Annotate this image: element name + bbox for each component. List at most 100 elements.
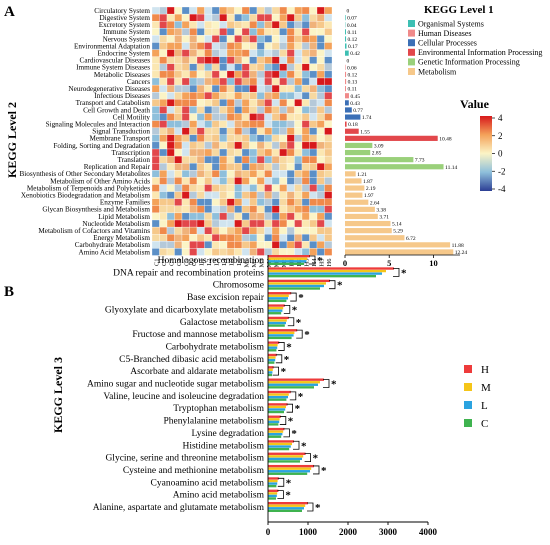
heatmap-cell (190, 156, 198, 163)
heatmap-cell (302, 99, 310, 106)
heatmap-cell (175, 199, 183, 206)
heatmap-cell (242, 92, 250, 99)
heatmap-cell (190, 99, 198, 106)
heatmap-cell (220, 234, 228, 241)
heatmap-cell (212, 135, 220, 142)
heatmap-cell (227, 170, 235, 177)
level3-bar (268, 445, 291, 447)
heatmap-cell (317, 220, 325, 227)
heatmap-cell (250, 43, 258, 50)
heatmap-cell (212, 192, 220, 199)
heatmap-cell (235, 128, 243, 135)
level3-category-label: Histidine metabolism (182, 441, 264, 451)
level3-bar (268, 510, 302, 512)
level2-bar-value: 2.19 (366, 186, 376, 192)
heatmap-cell (250, 213, 258, 220)
heatmap-cell (175, 78, 183, 85)
heatmap-cell (227, 21, 235, 28)
heatmap-cell (160, 220, 168, 227)
heatmap-cell (160, 248, 168, 255)
heatmap-cell (310, 64, 318, 71)
level3-bar (268, 480, 278, 482)
heatmap-cell (175, 213, 183, 220)
level3-category-label: Chromosome (213, 281, 264, 291)
heatmap-cell (287, 156, 295, 163)
heatmap-cell (242, 206, 250, 213)
heatmap-cell (212, 185, 220, 192)
level3-bar (268, 356, 276, 358)
heatmap-cell (302, 121, 310, 128)
level2-bar (345, 79, 346, 84)
level3-bar (268, 477, 279, 479)
heatmap-cell (190, 7, 198, 14)
kegg-level1-swatch (408, 49, 415, 56)
level3-bar (268, 374, 272, 376)
heatmap-cell (295, 85, 303, 92)
heatmap-cell (190, 149, 198, 156)
heatmap-cell (317, 213, 325, 220)
heatmap-cell (167, 57, 175, 64)
level2-bar-tick-label: 10 (429, 258, 438, 268)
heatmap-cell (325, 135, 333, 142)
heatmap-cell (272, 199, 280, 206)
heatmap-cell (190, 177, 198, 184)
kegg-level1-swatch (408, 68, 415, 75)
heatmap-cell (325, 170, 333, 177)
heatmap-cell (295, 92, 303, 99)
heatmap-cell (220, 106, 228, 113)
heatmap-cell (190, 92, 198, 99)
level2-bar-value: 0.13 (348, 80, 358, 86)
heatmap-cell (287, 192, 295, 199)
heatmap-cell (317, 57, 325, 64)
heatmap-cell (175, 206, 183, 213)
heatmap-cell (190, 192, 198, 199)
heatmap-cell (220, 64, 228, 71)
heatmap-cell (220, 170, 228, 177)
heatmap-cell (265, 156, 273, 163)
heatmap-cell (167, 128, 175, 135)
heatmap-cell (152, 50, 160, 57)
heatmap-cell (205, 220, 213, 227)
heatmap-cell (265, 241, 273, 248)
level2-bar-value: 0 (347, 9, 350, 15)
heatmap-cell (227, 50, 235, 57)
heatmap-cell (265, 99, 273, 106)
heatmap-cell (272, 57, 280, 64)
heatmap-cell (197, 156, 205, 163)
heatmap-cell (302, 206, 310, 213)
level2-bar (345, 72, 346, 77)
heatmap-cell (295, 14, 303, 21)
heatmap-cell (250, 185, 258, 192)
level3-x-tick-label: 3000 (379, 527, 398, 537)
heatmap-cell (257, 170, 265, 177)
heatmap-cell (152, 192, 160, 199)
level2-bar (345, 171, 356, 176)
heatmap-cell (325, 149, 333, 156)
heatmap-cell (250, 35, 258, 42)
heatmap-cell (257, 78, 265, 85)
heatmap-cell (197, 121, 205, 128)
heatmap-cell (242, 85, 250, 92)
heatmap-cell (250, 21, 258, 28)
level3-legend-label: L (481, 400, 488, 412)
level3-bar (268, 485, 276, 487)
level3-bar (268, 473, 307, 475)
heatmap-cell (227, 114, 235, 121)
heatmap-cell (167, 163, 175, 170)
heatmap-cell (295, 43, 303, 50)
heatmap-cell (242, 28, 250, 35)
heatmap-cell (265, 177, 273, 184)
heatmap-cell (310, 142, 318, 149)
heatmap-cell (265, 28, 273, 35)
heatmap-cell (310, 85, 318, 92)
heatmap-cell (205, 185, 213, 192)
heatmap-cell (227, 28, 235, 35)
kegg-level1-label: Metabolism (418, 67, 457, 76)
heatmap-cell (220, 192, 228, 199)
heatmap-cell (235, 7, 243, 14)
heatmap-cell (175, 71, 183, 78)
heatmap-cell (205, 170, 213, 177)
heatmap-cell (310, 14, 318, 21)
heatmap-cell (205, 156, 213, 163)
